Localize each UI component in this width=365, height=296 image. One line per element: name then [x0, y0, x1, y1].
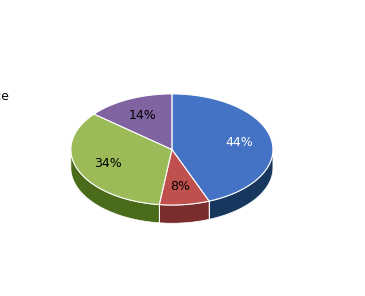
Text: 8%: 8%: [170, 181, 191, 194]
Polygon shape: [159, 149, 209, 205]
Polygon shape: [172, 94, 273, 201]
Polygon shape: [94, 94, 172, 149]
Legend: sph, plan-cyl kombinace, sph-cyl kombinace, bez korekce: sph, plan-cyl kombinace, sph-cyl kombina…: [0, 91, 9, 122]
Polygon shape: [209, 149, 273, 219]
Text: 44%: 44%: [226, 136, 253, 149]
Polygon shape: [159, 201, 209, 223]
Polygon shape: [71, 148, 159, 223]
Polygon shape: [71, 114, 172, 205]
Text: 14%: 14%: [129, 109, 157, 122]
Text: 34%: 34%: [94, 157, 122, 170]
